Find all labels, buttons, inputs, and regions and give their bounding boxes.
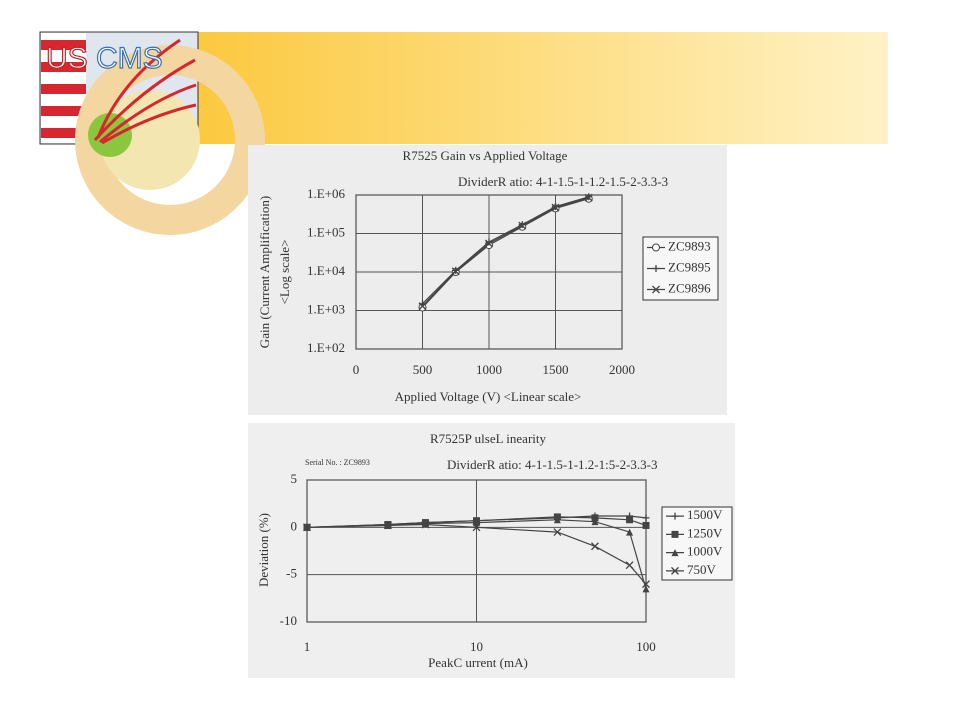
y-tick-label: 0 <box>291 518 298 533</box>
y-tick-label: 1.E+02 <box>307 340 345 355</box>
marker <box>625 561 634 570</box>
marker <box>626 528 634 536</box>
y-tick-label: 5 <box>291 471 298 486</box>
legend-marker <box>671 512 679 520</box>
y-tick-label: -5 <box>286 566 297 581</box>
marker <box>451 267 460 276</box>
logo-cms: CMS <box>96 42 163 75</box>
marker <box>421 520 430 529</box>
legend-marker <box>652 285 660 294</box>
chart-panel <box>248 423 735 678</box>
series-line <box>422 196 589 305</box>
marker <box>626 516 634 524</box>
chart-subtitle: DividerR atio: 4-1-1.5-1-1.2-1:5-2-3.3-3 <box>447 457 657 472</box>
legend-marker <box>671 549 679 557</box>
marker <box>584 193 593 202</box>
y-tick-label: 1.E+05 <box>307 224 345 239</box>
marker <box>472 523 481 532</box>
legend-label: 1500V <box>687 507 723 522</box>
marker <box>642 521 650 529</box>
legend-label: 1000V <box>687 544 723 559</box>
marker <box>591 542 599 551</box>
series-line <box>306 516 647 528</box>
marker <box>383 521 392 530</box>
marker <box>585 193 593 201</box>
legend <box>661 506 733 581</box>
series-line <box>306 523 647 585</box>
y-tick-label: 1.E+03 <box>307 301 345 316</box>
logo: US CMS <box>39 31 265 235</box>
marker <box>518 221 527 230</box>
x-tick-label: 1000 <box>476 362 502 377</box>
x-tick-label: 10 <box>470 639 483 654</box>
series-line <box>422 197 589 307</box>
chart-title: R7525P ulseL inearity <box>430 431 547 446</box>
marker <box>418 302 427 311</box>
legend-marker <box>652 243 660 252</box>
marker <box>421 520 429 528</box>
legend-marker <box>671 566 679 575</box>
marker <box>642 585 650 593</box>
marker <box>553 528 562 537</box>
y-tick-label: -10 <box>280 613 297 628</box>
marker <box>642 514 650 522</box>
chart-title: R7525 Gain vs Applied Voltage <box>403 148 568 163</box>
y-tick-label: 1.E+06 <box>307 186 346 201</box>
series-line <box>422 198 589 308</box>
logo-us: US <box>46 42 88 75</box>
y-axis-note: <Log scale> <box>277 240 292 305</box>
x-tick-label: 1500 <box>543 362 569 377</box>
legend-label: ZC9893 <box>668 238 711 253</box>
chart-subtitle: DividerR atio: 4-1-1.5-1-1.2-1.5-2-3.3-3 <box>458 174 668 189</box>
x-axis-label: PeakC urrent (mA) <box>428 655 528 670</box>
legend-label: ZC9896 <box>668 280 711 295</box>
marker <box>642 580 650 589</box>
legend-marker <box>671 530 679 538</box>
x-axis-label: Applied Voltage (V) <Linear scale> <box>395 389 582 404</box>
marker <box>551 203 560 212</box>
x-tick-label: 500 <box>413 362 433 377</box>
legend-label: 1250V <box>687 525 723 540</box>
marker <box>591 518 599 526</box>
legend-marker <box>652 265 660 272</box>
x-tick-label: 1 <box>304 639 311 654</box>
legend-label: 750V <box>687 562 717 577</box>
marker <box>591 514 599 522</box>
x-tick-label: 2000 <box>609 362 635 377</box>
x-tick-label: 0 <box>353 362 360 377</box>
marker <box>553 516 561 524</box>
y-axis-label: Gain (Current Amplification) <box>257 196 272 348</box>
header-bar <box>198 32 888 144</box>
marker <box>473 519 480 527</box>
y-axis-label: Deviation (%) <box>256 513 271 587</box>
y-tick-label: 1.E+04 <box>307 263 346 278</box>
chart-note: Serial No. : ZC9893 <box>305 458 370 467</box>
marker <box>485 239 493 248</box>
legend-label: ZC9895 <box>668 259 711 274</box>
x-tick-label: 100 <box>636 639 656 654</box>
marker <box>303 523 311 532</box>
